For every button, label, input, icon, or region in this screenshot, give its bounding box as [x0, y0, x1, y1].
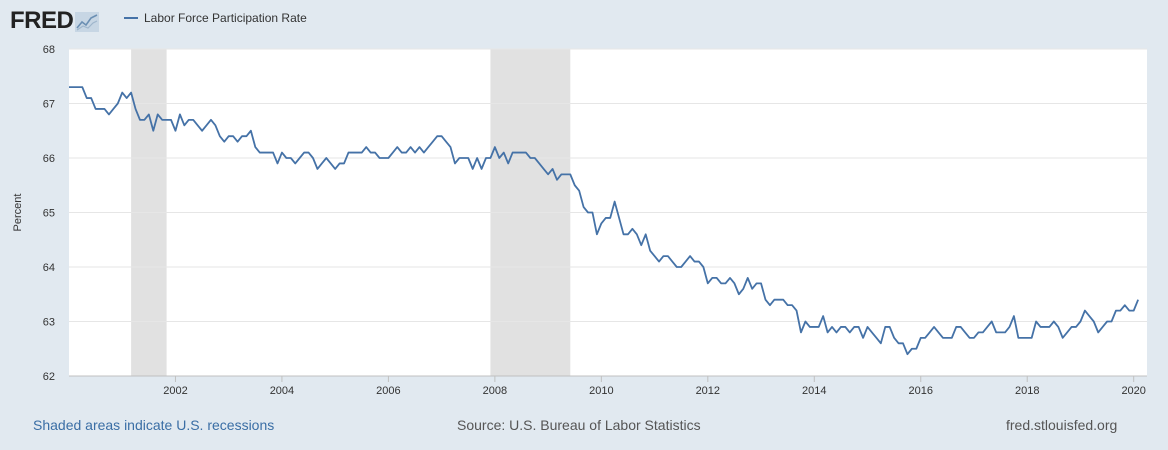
chart-trend-icon: [75, 12, 100, 32]
y-tick-label: 68: [43, 44, 55, 56]
legend-swatch: [124, 17, 138, 19]
x-axis-ticks: 2002 2004 2006 2008 2010 2012 2014 2016 2018 2020: [163, 376, 1146, 397]
x-tick-label: 2020: [1121, 385, 1145, 397]
x-tick-label: 2004: [270, 385, 294, 397]
gridlines: [69, 48, 1147, 377]
fred-logo[interactable]: FRED: [10, 7, 100, 34]
x-tick-label: 2018: [1015, 385, 1039, 397]
y-tick-label: 65: [43, 208, 55, 220]
legend-series-label: Labor Force Participation Rate: [144, 11, 307, 25]
x-tick-label: 2012: [696, 385, 720, 397]
source-note: Source: U.S. Bureau of Labor Statistics: [457, 417, 701, 433]
y-axis-ticks: 62 63 64 65 66 67 68: [43, 44, 55, 383]
y-axis-title: Percent: [12, 194, 24, 232]
y-tick-label: 66: [43, 153, 55, 165]
y-tick-label: 63: [43, 317, 55, 329]
x-tick-label: 2002: [163, 385, 187, 397]
chart-header: FRED Labor Force Participation Rate: [0, 0, 1168, 40]
fred-logo-text: FRED: [10, 7, 74, 34]
x-tick-label: 2010: [589, 385, 613, 397]
chart-legend[interactable]: Labor Force Participation Rate: [124, 11, 307, 25]
recessions-note: Shaded areas indicate U.S. recessions: [33, 417, 275, 433]
site-link[interactable]: fred.stlouisfed.org: [1006, 417, 1118, 433]
x-tick-label: 2008: [483, 385, 507, 397]
series-line-labor-force-participation[interactable]: [69, 86, 1139, 356]
y-tick-label: 64: [43, 262, 55, 274]
x-tick-label: 2014: [802, 385, 826, 397]
y-tick-label: 62: [43, 371, 55, 383]
x-tick-label: 2016: [909, 385, 933, 397]
y-tick-label: 67: [43, 99, 55, 111]
x-tick-label: 2006: [376, 385, 400, 397]
